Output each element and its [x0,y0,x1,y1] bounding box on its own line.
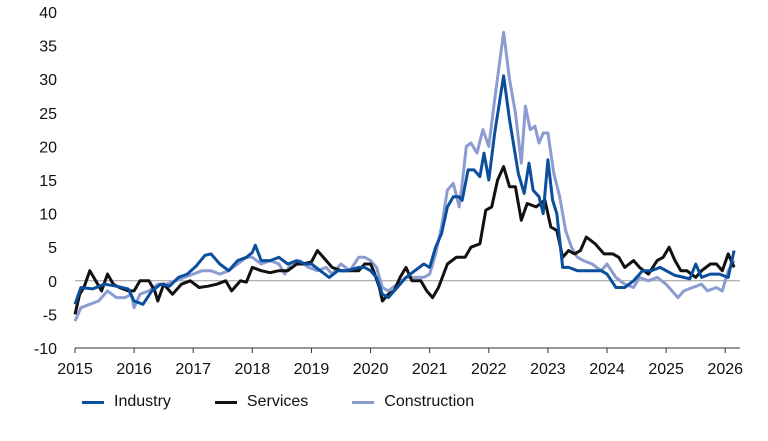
y-tick-label: 15 [39,173,57,190]
x-tick-label: 2018 [235,361,271,378]
y-tick-label: -5 [43,307,57,324]
y-tick-label: 5 [48,240,57,257]
legend-swatch-industry [82,400,104,404]
legend-item-services: Services [214,393,309,411]
legend-item-industry: Industry [82,393,171,411]
y-tick-label: 35 [39,39,57,56]
y-axis: -10 -5 0 5 10 15 20 25 30 35 40 [34,5,57,358]
legend-swatch-construction [352,400,375,404]
x-tick-label: 2020 [353,361,389,378]
y-tick-label: -10 [34,341,57,358]
y-tick-label: 10 [39,207,57,224]
y-tick-label: 40 [39,5,57,22]
x-tick-label: 2017 [175,361,211,378]
y-tick-label: 25 [39,106,57,123]
x-tick-label: 2019 [294,361,330,378]
x-tick-label: 2023 [530,361,566,378]
y-tick-label: 20 [39,139,57,156]
x-tick-label: 2015 [57,361,93,378]
y-tick-label: 30 [39,72,57,89]
legend-label-industry: Industry [114,393,171,410]
x-tick-label: 2021 [412,361,448,378]
series-line-services [73,165,736,315]
series-lines [73,30,736,322]
legend: Industry Services Construction [82,393,518,411]
legend-item-construction: Construction [352,393,474,411]
legend-swatch-services [214,400,237,404]
x-tick-label: 2026 [707,361,743,378]
x-axis: 2015 2016 2017 2018 2019 2020 2021 2022 2023 2024… [57,347,743,378]
legend-label-services: Services [246,393,309,410]
y-tick-label: 0 [48,274,57,291]
x-tick-label: 2022 [471,361,507,378]
x-tick-label: 2024 [589,361,625,378]
x-tick-label: 2016 [116,361,152,378]
x-tick-label: 2025 [648,361,684,378]
legend-label-construction: Construction [384,393,475,410]
series-line-industry [73,74,736,306]
